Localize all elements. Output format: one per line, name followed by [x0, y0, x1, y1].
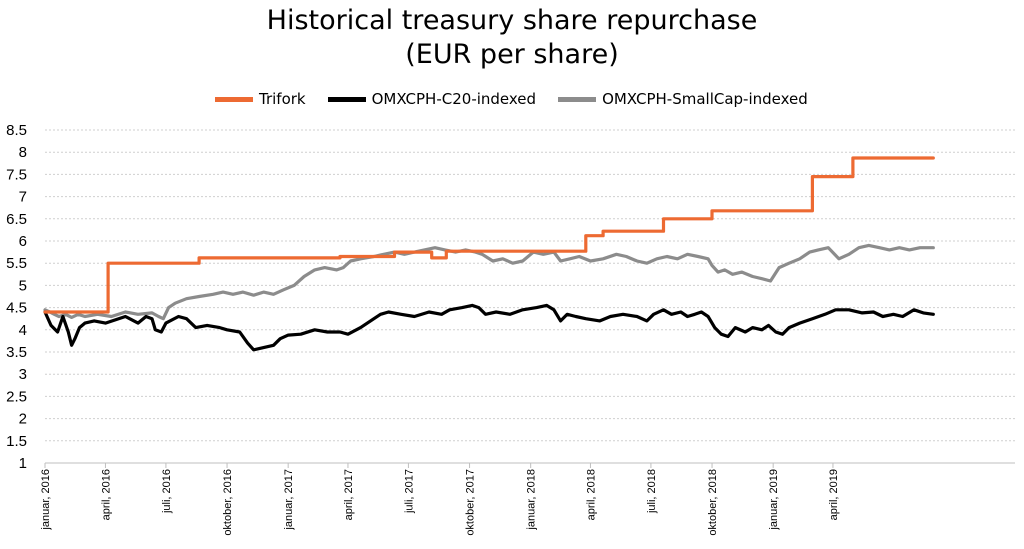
y-tick-label: 5.5 — [6, 255, 27, 272]
x-tick-label: juli, 2016 — [161, 469, 173, 514]
legend-label-c20: OMXCPH-C20-indexed — [371, 90, 537, 108]
x-tick-label: januar, 2018 — [526, 469, 538, 531]
y-tick-label: 6.5 — [6, 211, 27, 228]
x-tick-label: oktober, 2017 — [465, 469, 477, 536]
x-tick-label: april, 2017 — [343, 469, 355, 520]
legend: Trifork OMXCPH-C20-indexed OMXCPH-SmallC… — [215, 88, 830, 110]
y-axis: 1 1.5 2 2.5 3 3.5 4 4.5 5 5.5 6 6.5 7 7.5 8 8.5 — [6, 122, 27, 472]
y-tick-label: 8.5 — [6, 122, 27, 139]
x-tick-label: juli, 2018 — [646, 469, 658, 514]
y-tick-label: 2.5 — [6, 388, 27, 405]
legend-swatch-c20 — [327, 96, 366, 102]
y-tick-label: 2 — [19, 411, 27, 428]
legend-swatch-smallcap — [558, 96, 597, 102]
legend-item-trifork: Trifork — [215, 90, 306, 108]
x-tick-label: oktober, 2018 — [707, 469, 719, 536]
legend-label-smallcap: OMXCPH-SmallCap-indexed — [602, 90, 808, 108]
series-line-omxcph-c20-indexed — [43, 303, 935, 352]
series-lines — [43, 156, 935, 352]
y-tick-label: 4.5 — [6, 300, 27, 317]
chart-title-line-2: (EUR per share) — [405, 39, 619, 70]
x-tick-label: januar, 2019 — [768, 469, 780, 531]
legend-item-smallcap: OMXCPH-SmallCap-indexed — [558, 90, 808, 108]
x-tick-label: april, 2016 — [100, 469, 112, 520]
legend-label-trifork: Trifork — [259, 90, 306, 108]
y-tick-label: 3 — [19, 366, 27, 383]
series-line-trifork — [43, 156, 935, 314]
x-tick-label: oktober, 2016 — [222, 469, 234, 536]
legend-swatch-trifork — [215, 96, 253, 102]
x-tick-label: januar, 2017 — [283, 469, 295, 531]
chart-title-line-1: Historical treasury share repurchase — [266, 5, 758, 36]
y-tick-label: 7 — [19, 189, 27, 206]
x-tick-label: april, 2019 — [828, 469, 840, 520]
x-tick-label: januar, 2016 — [40, 469, 52, 531]
y-tick-label: 1.5 — [6, 433, 27, 450]
x-tick-label: juli, 2017 — [403, 469, 415, 514]
legend-item-c20: OMXCPH-C20-indexed — [327, 90, 537, 108]
y-tick-label: 1 — [19, 455, 27, 472]
y-tick-label: 8 — [19, 144, 27, 161]
x-tick-label: april, 2018 — [585, 469, 597, 520]
series-line-omxcph-smallcap-indexed — [43, 243, 935, 321]
y-tick-label: 4 — [19, 322, 27, 339]
x-axis: januar, 2016 april, 2016 juli, 2016 oktober… — [40, 462, 1015, 536]
y-tick-label: 6 — [19, 233, 27, 250]
y-tick-label: 5 — [19, 277, 27, 294]
chart-title: Historical treasury share repurchase (EU… — [0, 4, 1024, 72]
y-tick-label: 7.5 — [6, 166, 27, 183]
y-tick-label: 3.5 — [6, 344, 27, 361]
